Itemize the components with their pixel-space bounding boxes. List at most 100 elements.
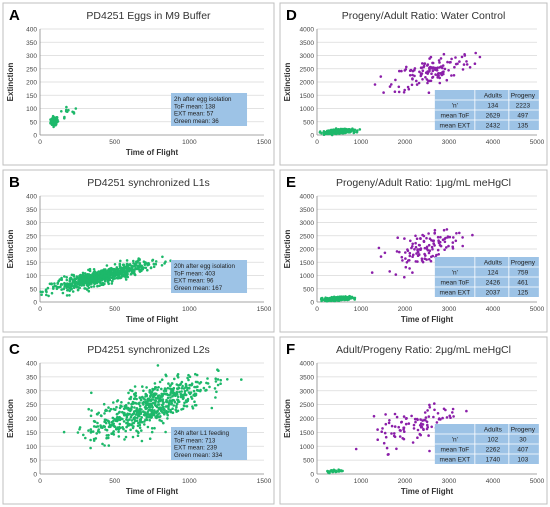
- scatter-point: [87, 289, 91, 293]
- scatter-point: [454, 62, 458, 66]
- y-tick-label: 1000: [300, 444, 315, 451]
- scatter-point: [390, 424, 394, 428]
- scatter-point: [468, 66, 472, 69]
- annotation-line: ToF mean: 403: [174, 270, 216, 277]
- scatter-point: [121, 272, 124, 276]
- x-axis-label: Time of Flight: [401, 487, 454, 496]
- scatter-point: [143, 423, 146, 426]
- x-tick-label: 3000: [442, 478, 457, 485]
- scatter-point: [60, 278, 63, 282]
- scatter-point: [196, 385, 199, 389]
- scatter-point: [158, 412, 161, 415]
- scatter-point: [103, 444, 106, 447]
- scatter-point: [75, 285, 79, 289]
- panel-b: B PD4251 synchronized L1s 0 50 100 150 200 250 3…: [2, 169, 275, 333]
- scatter-point: [70, 282, 74, 286]
- scatter-point: [126, 265, 130, 269]
- scatter-point: [194, 380, 198, 384]
- panel-f: F Adult/Progeny Ratio: 2μg/mL meHgCl 0 500 1…: [279, 336, 548, 505]
- scatter-point: [166, 386, 170, 390]
- scatter-point: [332, 297, 336, 301]
- scatter-point: [437, 240, 441, 243]
- scatter-point: [398, 250, 401, 254]
- scatter-point: [62, 430, 66, 434]
- scatter-point: [169, 396, 172, 399]
- scatter-point: [379, 75, 383, 78]
- scatter-point: [437, 418, 441, 421]
- scatter-point: [169, 393, 172, 396]
- scatter-point: [442, 228, 446, 232]
- scatter-point: [452, 415, 455, 418]
- scatter-point: [174, 394, 177, 398]
- scatter-point: [78, 276, 82, 279]
- scatter-point: [41, 290, 44, 294]
- table-cell: 2426: [486, 280, 501, 287]
- scatter-point: [65, 294, 69, 297]
- scatter-point: [396, 236, 400, 239]
- scatter-point: [432, 239, 436, 242]
- scatter-point: [104, 421, 108, 425]
- scatter-point: [141, 267, 145, 271]
- scatter-point: [347, 129, 350, 132]
- scatter-point: [405, 261, 409, 264]
- scatter-point: [145, 394, 149, 398]
- panel-e: E Progeny/Adult Ratio: 1μg/mL meHgCl 0 500 1…: [279, 169, 548, 333]
- table-cell: 407: [517, 447, 528, 454]
- scatter-point: [446, 60, 449, 64]
- scatter-point: [129, 428, 132, 432]
- scatter-point: [175, 390, 179, 394]
- scatter-point: [132, 416, 136, 420]
- scatter-point: [159, 406, 162, 410]
- y-tick-label: 2500: [300, 402, 315, 409]
- scatter-point: [425, 420, 429, 424]
- scatter-point: [441, 238, 445, 242]
- scatter-point: [109, 407, 113, 411]
- scatter-point: [426, 63, 430, 66]
- scatter-point: [478, 55, 482, 59]
- scatter-point: [426, 425, 430, 429]
- scatter-point: [123, 269, 126, 273]
- scatter-point: [416, 260, 419, 263]
- scatter-point: [226, 378, 229, 381]
- scatter-point: [346, 298, 350, 301]
- scatter-point: [409, 239, 412, 243]
- scatter-point: [444, 236, 447, 240]
- scatter-point: [92, 285, 96, 288]
- scatter-point: [417, 253, 421, 256]
- x-tick-label: 500: [109, 139, 120, 146]
- y-tick-label: 250: [26, 233, 37, 240]
- annotation-line: 20h after egg isolation: [174, 263, 235, 270]
- scatter-point: [122, 267, 126, 270]
- scatter-point: [72, 279, 75, 283]
- scatter-point: [107, 272, 110, 276]
- scatter-point: [415, 237, 419, 240]
- scatter-point: [145, 403, 149, 407]
- scatter-point: [198, 389, 202, 393]
- scatter-point: [115, 400, 119, 403]
- scatter-point: [399, 429, 402, 432]
- scatter-point: [448, 235, 452, 239]
- scatter-point: [428, 406, 432, 409]
- scatter-point: [183, 393, 187, 397]
- scatter-point: [436, 248, 440, 252]
- scatter-point: [419, 248, 422, 251]
- scatter-point: [354, 447, 358, 451]
- scatter-point: [138, 426, 142, 430]
- scatter-point: [173, 377, 176, 381]
- scatter-point: [111, 279, 114, 283]
- scatter-point: [400, 69, 403, 73]
- scatter-point: [96, 421, 99, 425]
- panel-letter: A: [9, 7, 20, 24]
- scatter-point: [187, 373, 190, 377]
- scatter-point: [430, 245, 434, 249]
- y-tick-label: 100: [26, 444, 37, 451]
- scatter-point: [214, 380, 218, 383]
- scatter-point: [164, 388, 167, 391]
- scatter-point: [135, 402, 138, 405]
- scatter-point: [173, 400, 177, 404]
- scatter-point: [136, 434, 140, 438]
- scatter-point: [423, 62, 426, 66]
- scatter-point: [118, 422, 122, 426]
- scatter-point: [206, 382, 210, 385]
- y-tick-label: 4000: [300, 27, 315, 34]
